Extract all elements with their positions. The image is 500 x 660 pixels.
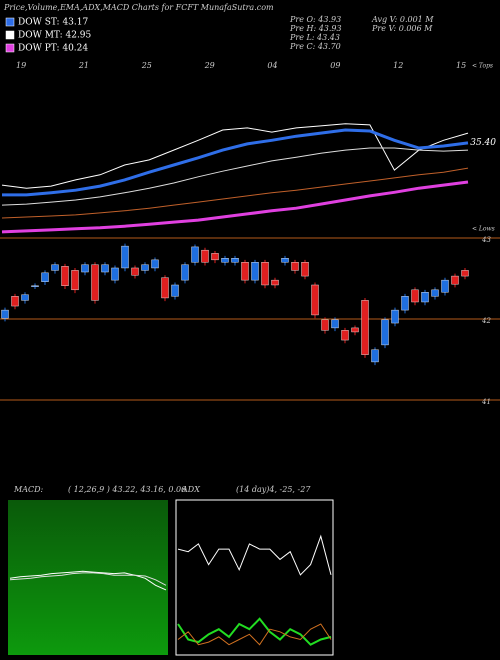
candle-body (361, 300, 369, 355)
date-label: 04 (267, 61, 277, 70)
series-line (1, 167, 469, 219)
candle-body (321, 319, 329, 331)
candle-body (211, 253, 219, 261)
annotation: < Lows (472, 226, 495, 233)
y-tick-label: 43 (481, 236, 491, 244)
annotation: < Tops (472, 63, 493, 70)
candle-body (171, 284, 179, 297)
date-label: 15 (456, 61, 466, 70)
candle-body (461, 270, 469, 277)
candle-body (271, 279, 279, 286)
candle-body (371, 349, 379, 363)
adx-background (175, 499, 334, 656)
candle-body (221, 258, 229, 263)
legend-swatch (5, 30, 15, 40)
series-line (177, 617, 332, 646)
candle-body (331, 319, 339, 329)
candle-body (181, 264, 189, 281)
candle-body (401, 296, 409, 311)
series-line (2, 128, 469, 197)
candle-body (231, 258, 239, 263)
series-line (1, 180, 469, 234)
stat-text: Pre V: 0.006 M (371, 24, 433, 33)
candle-body (281, 258, 289, 263)
candle-body (11, 296, 19, 307)
candle-body (201, 249, 209, 263)
candle-body (31, 285, 39, 287)
date-label: 19 (16, 61, 26, 70)
stat-text: Pre O: 43.93 (289, 15, 341, 24)
series-line (177, 534, 332, 576)
candle-body (191, 246, 199, 263)
legend-label: DOW MT: 42.95 (18, 31, 92, 41)
candle-body (41, 272, 49, 282)
panel-label: MACD: (13, 485, 44, 494)
candle-body (151, 259, 159, 269)
stat-text: Pre H: 43.93 (289, 24, 342, 33)
candle-body (261, 262, 269, 286)
candle-body (411, 289, 419, 303)
candle-body (301, 262, 309, 277)
panel-params: ( 12,26,9 ) 43.22, 43.16, 0.06 (68, 485, 186, 494)
candle-body (291, 262, 299, 271)
candle-body (251, 262, 259, 281)
legend-label: DOW ST: 43.17 (18, 18, 88, 28)
candle-body (131, 267, 139, 276)
candle-body (311, 284, 319, 316)
candle-body (101, 264, 109, 273)
candle-body (21, 294, 29, 301)
candle-body (91, 264, 99, 301)
candle-body (441, 279, 449, 293)
date-label: 29 (204, 61, 215, 70)
candle-body (51, 264, 59, 271)
series-line (9, 570, 167, 591)
candle-body (381, 319, 389, 346)
candle-body (161, 277, 169, 299)
candle-body (391, 309, 399, 324)
date-label: 12 (393, 61, 403, 70)
candle-body (111, 267, 119, 281)
panel-params: (14 day)4, -25, -27 (236, 485, 311, 494)
series-line (177, 623, 332, 646)
candle-body (61, 266, 69, 286)
series-line (1, 123, 469, 189)
y-tick-label: 41 (481, 398, 491, 406)
candle-body (431, 289, 439, 297)
candle-body (351, 327, 359, 333)
candle-body (141, 264, 149, 271)
legend-swatch (5, 17, 15, 27)
date-label: 25 (141, 61, 152, 70)
panel-label: ADX (181, 485, 200, 494)
stat-text: Avg V: 0.001 M (371, 15, 434, 24)
stat-text: Pre L: 43.43 (289, 33, 340, 42)
candle-body (451, 275, 459, 285)
y-tick-label: 35.40 (470, 138, 496, 148)
series-line (1, 147, 469, 206)
candle-body (71, 270, 79, 291)
legend-swatch (5, 43, 15, 53)
candle-body (421, 292, 429, 303)
date-label: 09 (330, 61, 340, 70)
candle-body (341, 330, 349, 341)
candle-body (241, 262, 249, 281)
stat-text: Pre C: 43.70 (289, 42, 341, 51)
series-line (9, 572, 167, 586)
candle-body (121, 245, 129, 269)
candle-body (1, 309, 9, 319)
y-tick-label: 42 (481, 317, 491, 325)
legend-label: DOW PT: 40.24 (18, 44, 88, 54)
candle-body (81, 264, 89, 273)
date-label: 21 (78, 61, 89, 70)
page-title: Price,Volume,EMA,ADX,MACD Charts for FCF… (3, 3, 274, 12)
